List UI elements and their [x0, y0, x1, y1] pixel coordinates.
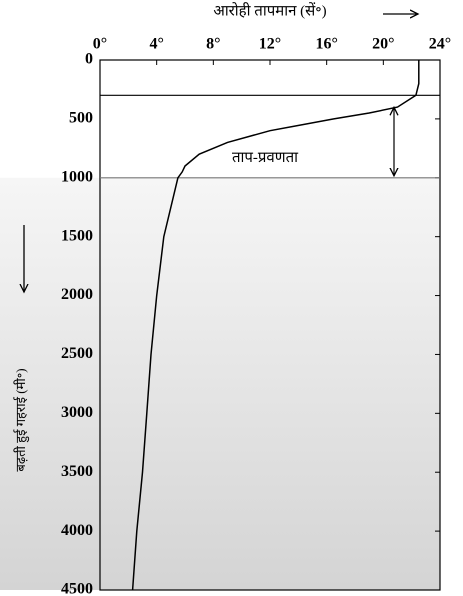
temperature-profile — [131, 60, 420, 591]
annotation: ताप-प्रवणता — [232, 150, 299, 166]
y-tick-label: 1500 — [61, 227, 93, 244]
x-tick-label: 0° — [93, 36, 107, 53]
y-tick-label: 4500 — [61, 581, 93, 596]
y-tick-label: 0 — [85, 51, 93, 68]
x-tick-label: 12° — [259, 36, 281, 53]
plot: 0° 4° 8° 12° 16° 20° 24° 0 500 1000 1500 2000 2500 30… — [61, 36, 451, 596]
deep-layer — [0, 177, 440, 590]
y-tick-label: 3000 — [61, 404, 93, 421]
x-tick-label: 24° — [429, 36, 451, 53]
y-tick-label: 1000 — [61, 168, 93, 185]
x-tick-label: 8° — [206, 36, 220, 53]
background — [0, 177, 440, 590]
x-tick-label: 16° — [315, 36, 337, 53]
y-axis-label: बढ़ती हुई गहराई (मी॰) — [13, 368, 30, 471]
chart-title: आरोही तापमान (सें॰) — [213, 1, 326, 19]
y-tick-label: 2500 — [61, 345, 93, 362]
y-tick-label: 500 — [69, 110, 93, 127]
y-tick-label: 3500 — [61, 463, 93, 480]
y-tick-label: 2000 — [61, 286, 93, 303]
x-tick-label: 4° — [149, 36, 163, 53]
x-tick-label: 20° — [372, 36, 394, 53]
y-tick-label: 4000 — [61, 522, 93, 539]
